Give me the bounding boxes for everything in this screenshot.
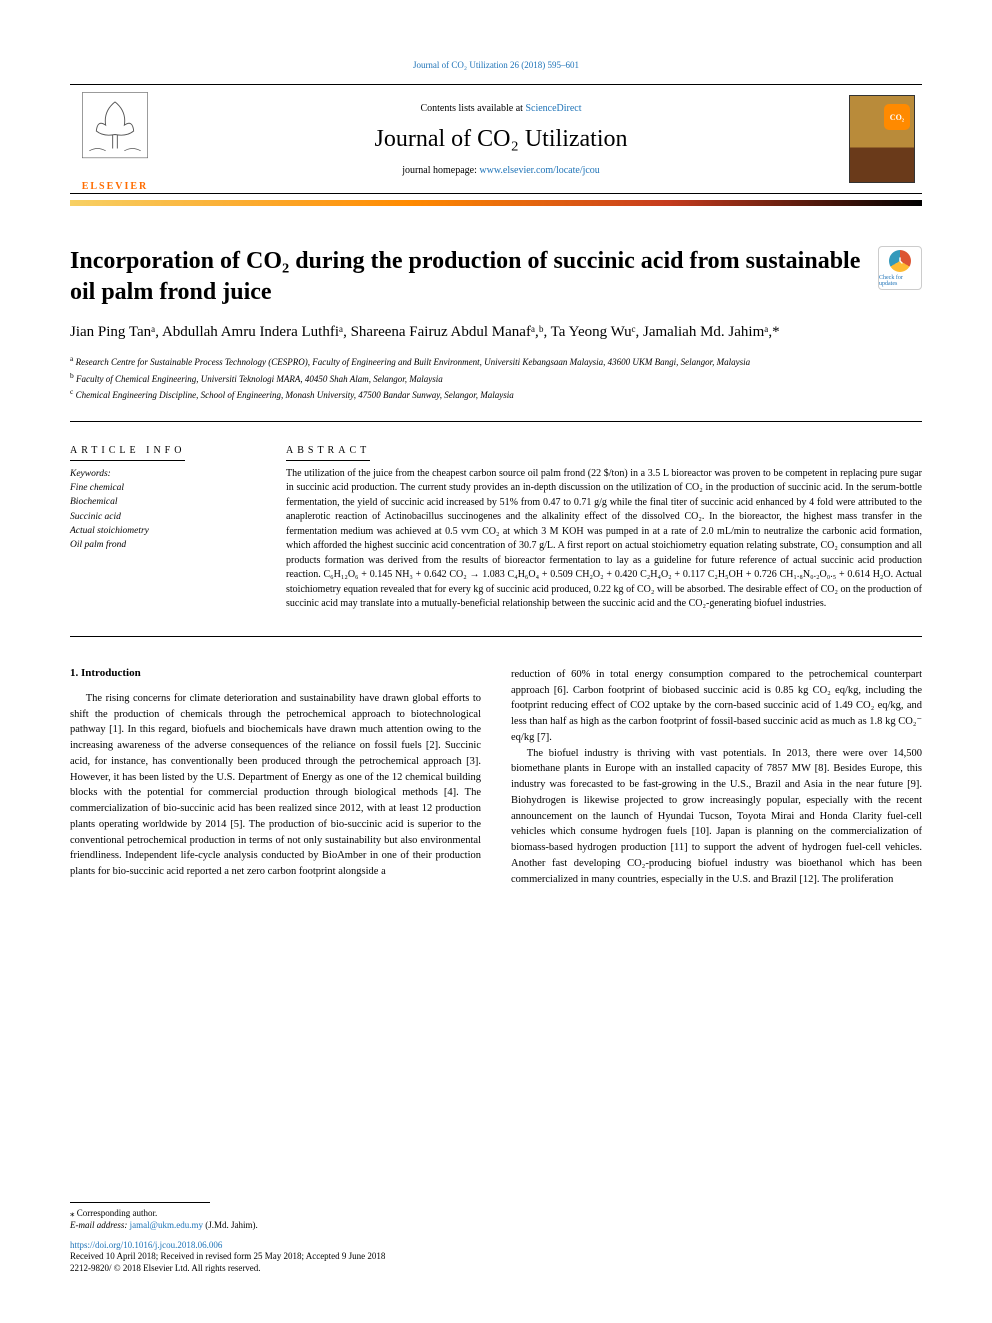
meta-row: ARTICLE INFO Keywords: Fine chemical Bio… [70, 422, 922, 636]
keyword: Actual stoichiometry [70, 524, 250, 538]
footer: ⁎ Corresponding author. E-mail address: … [70, 1202, 922, 1275]
article-title: Incorporation of CO₂ during the producti… [70, 246, 922, 308]
banner-center: Contents lists available at ScienceDirec… [160, 85, 842, 193]
elsevier-tree-icon [80, 86, 150, 176]
journal-homepage: journal homepage: www.elsevier.com/locat… [160, 165, 842, 176]
affiliation-b: b Faculty of Chemical Engineering, Unive… [70, 370, 922, 387]
email-link[interactable]: jamal@ukm.edu.my [130, 1220, 203, 1230]
abstract-heading: ABSTRACT [286, 445, 370, 461]
keyword: Biochemical [70, 495, 250, 509]
keywords: Keywords: Fine chemical Biochemical Succ… [70, 467, 250, 553]
cover-thumbnail: CO₂ [849, 95, 915, 183]
journal-name: Journal of CO₂ Utilization [160, 126, 842, 153]
abstract-block: ABSTRACT The utilization of the juice fr… [286, 440, 922, 612]
email-line: E-mail address: jamal@ukm.edu.my (J.Md. … [70, 1219, 922, 1232]
keyword: Oil palm frond [70, 538, 250, 552]
body-paragraph: The biofuel industry is thriving with va… [511, 746, 922, 888]
footer-divider [70, 1202, 210, 1203]
crossmark-icon [889, 250, 911, 272]
running-header: Journal of CO₂ Utilization 26 (2018) 595… [70, 60, 922, 70]
section-heading: 1. Introduction [70, 667, 481, 679]
running-header-link[interactable]: Journal of CO₂ Utilization 26 (2018) 595… [413, 60, 579, 70]
sciencedirect-link[interactable]: ScienceDirect [525, 103, 581, 114]
copyright-line: 2212-9820/ © 2018 Elsevier Ltd. All righ… [70, 1262, 922, 1275]
doi: https://doi.org/10.1016/j.jcou.2018.06.0… [70, 1240, 922, 1250]
keyword: Succinic acid [70, 510, 250, 524]
received-line: Received 10 April 2018; Received in revi… [70, 1250, 922, 1263]
journal-cover: CO₂ [842, 85, 922, 193]
crossmark-badge[interactable]: Check for updates [878, 246, 922, 290]
homepage-link[interactable]: www.elsevier.com/locate/jcou [479, 165, 599, 176]
abstract-text: The utilization of the juice from the ch… [286, 467, 922, 612]
homepage-prefix: journal homepage: [402, 165, 479, 176]
keywords-label: Keywords: [70, 467, 250, 481]
divider [70, 636, 922, 637]
affiliations: a Research Centre for Sustainable Proces… [70, 353, 922, 403]
crossmark-label: Check for updates [879, 275, 921, 287]
contents-prefix: Contents lists available at [420, 103, 525, 114]
cover-co2-badge: CO₂ [884, 104, 910, 130]
gradient-bar [70, 200, 922, 206]
keyword: Fine chemical [70, 481, 250, 495]
publisher-logo: ELSEVIER [70, 85, 160, 193]
body-paragraph: The rising concerns for climate deterior… [70, 691, 481, 880]
body-paragraph: reduction of 60% in total energy consump… [511, 667, 922, 746]
article-info-block: ARTICLE INFO Keywords: Fine chemical Bio… [70, 440, 250, 612]
affiliation-a: a Research Centre for Sustainable Proces… [70, 353, 922, 370]
email-label: E-mail address: [70, 1220, 130, 1230]
header-banner: ELSEVIER Contents lists available at Sci… [70, 84, 922, 194]
contents-line: Contents lists available at ScienceDirec… [160, 103, 842, 114]
article-info-heading: ARTICLE INFO [70, 445, 185, 461]
corresponding-author: ⁎ Corresponding author. [70, 1207, 922, 1220]
author-list: Jian Ping Tanᵃ, Abdullah Amru Indera Lut… [70, 322, 922, 343]
affiliation-c: c Chemical Engineering Discipline, Schoo… [70, 386, 922, 403]
email-suffix: (J.Md. Jahim). [203, 1220, 258, 1230]
article-page: Journal of CO₂ Utilization 26 (2018) 595… [0, 0, 992, 1323]
publisher-name: ELSEVIER [80, 181, 150, 192]
body-columns: 1. Introduction The rising concerns for … [70, 667, 922, 888]
doi-link[interactable]: https://doi.org/10.1016/j.jcou.2018.06.0… [70, 1240, 222, 1250]
